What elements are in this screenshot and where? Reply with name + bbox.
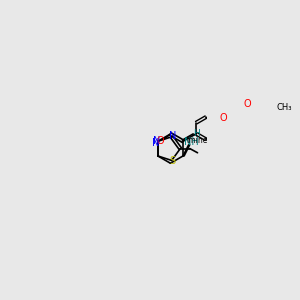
Text: O: O <box>156 136 164 146</box>
Text: CH₃: CH₃ <box>276 103 292 112</box>
Text: NH: NH <box>184 137 199 147</box>
Text: imine: imine <box>186 136 208 145</box>
Text: O: O <box>244 99 251 109</box>
Text: N: N <box>169 131 177 141</box>
Text: H: H <box>193 128 200 137</box>
Text: N: N <box>153 136 161 146</box>
Text: N: N <box>152 138 159 148</box>
Text: O: O <box>220 113 228 123</box>
Text: S: S <box>169 156 176 166</box>
